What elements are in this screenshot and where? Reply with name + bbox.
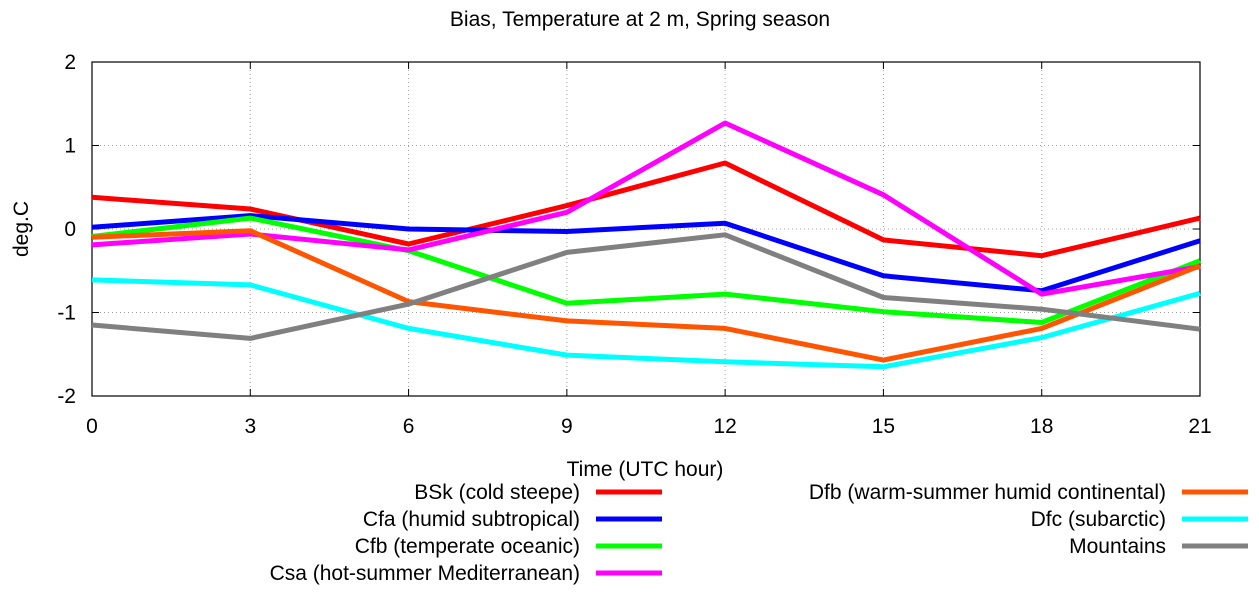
series-lines [91,120,1201,370]
legend-label: Dfc (subarctic) [1031,508,1166,531]
series-line-5 [91,277,1201,370]
series-line-2 [91,215,1201,325]
series-line-3 [91,120,1201,297]
chart-title: Bias, Temperature at 2 m, Spring season [450,8,830,31]
legend-label: Cfa (humid subtropical) [363,508,580,531]
x-tick-label: 3 [244,415,256,438]
series-line-1 [91,213,1201,294]
series-line-0 [91,160,1201,259]
legend-label: Csa (hot-summer Mediterranean) [270,562,580,585]
y-tick-label: -2 [57,385,76,408]
x-tick-label: 9 [561,415,573,438]
legend-label: BSk (cold steepe) [414,481,580,504]
legend-label: Mountains [1069,535,1166,558]
y-tick-label: -1 [57,302,76,325]
x-tick-label: 0 [86,415,98,438]
series-line-6 [91,232,1201,341]
series-line-4 [91,228,1201,363]
y-tick-label: 2 [64,51,76,74]
x-tick-label: 12 [713,415,736,438]
y-tick-label: 1 [64,135,76,158]
legend-label: Cfb (temperate oceanic) [355,535,580,558]
legend-label: Dfb (warm-summer humid continental) [809,481,1166,504]
x-tick-label: 18 [1030,415,1053,438]
legend: BSk (cold steepe) Cfa (humid subtropical)… [270,481,1248,585]
x-tick-label: 15 [872,415,895,438]
x-tick-label: 21 [1188,415,1211,438]
x-axis-label: Time (UTC hour) [567,458,724,481]
y-axis-label: deg.C [10,201,33,257]
x-tick-label: 6 [403,415,415,438]
y-tick-label: 0 [64,218,76,241]
